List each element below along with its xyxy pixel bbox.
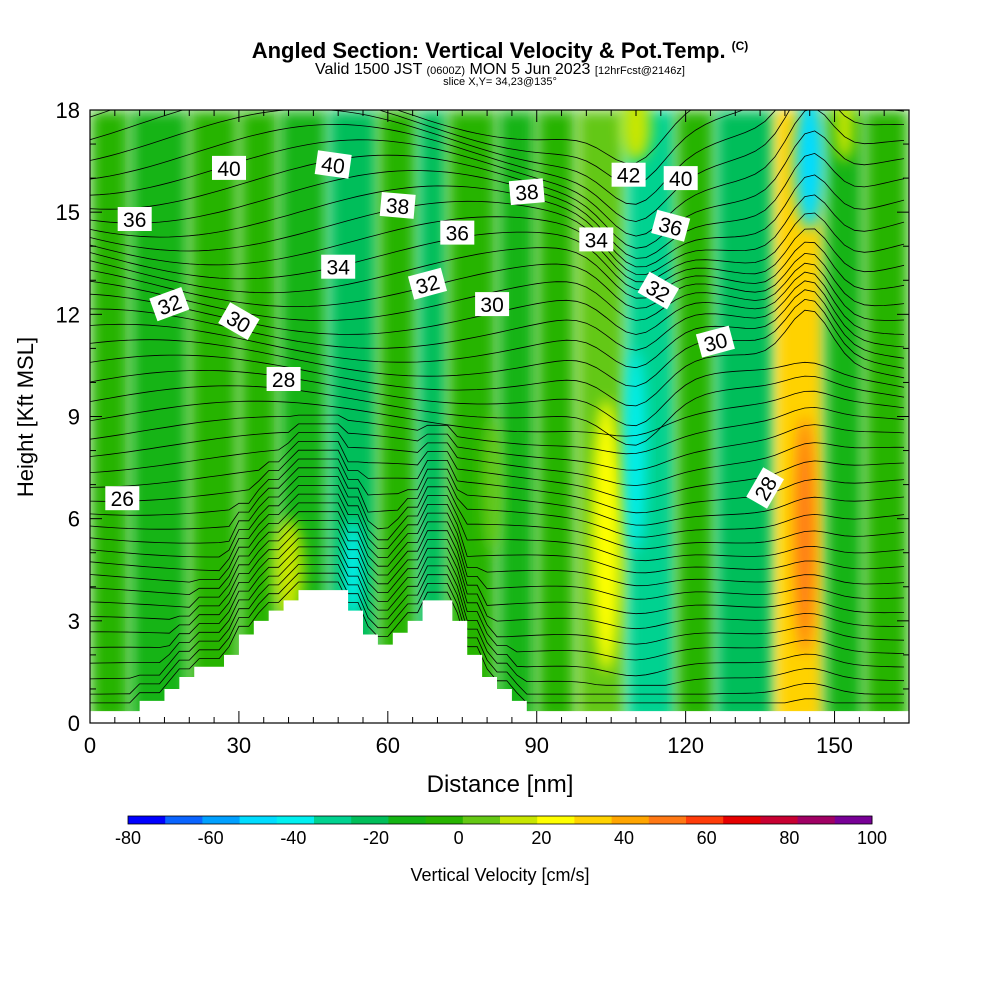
y-tick-label: 0 [68, 711, 80, 736]
velocity-feature [591, 399, 622, 672]
theta-contour-label: 42 [611, 162, 646, 188]
colorbar-swatch [351, 816, 389, 824]
velocity-feature [626, 348, 646, 553]
theta-contour-label: 36 [440, 220, 475, 246]
colorbar-swatch [276, 816, 315, 824]
colorbar-tick-label: -60 [198, 828, 224, 848]
velocity-feature [621, 110, 651, 162]
y-tick-label: 6 [68, 507, 80, 532]
theta-contour-label: 40 [212, 155, 246, 181]
colorbar-tick-label: 0 [454, 828, 464, 848]
velocity-band [129, 110, 190, 723]
theta-contour-label: 32 [407, 267, 448, 300]
theta-contour-label: 28 [266, 367, 301, 392]
svg-text:40: 40 [669, 168, 692, 191]
colorbar-swatch [760, 816, 799, 824]
theta-contour-label: 36 [117, 207, 152, 232]
velocity-band [824, 110, 865, 723]
velocity-band [189, 110, 239, 723]
colorbar-swatch [574, 816, 613, 824]
velocity-feature [273, 518, 304, 621]
colorbar-swatch [723, 816, 761, 824]
velocity-feature [834, 110, 855, 162]
colorbar-tick-label: -40 [280, 828, 306, 848]
colorbar-tick-label: 60 [697, 828, 717, 848]
colorbar-swatch [834, 816, 873, 824]
colorbar-swatch [425, 816, 464, 824]
colorbar-swatch [797, 816, 836, 824]
theta-contour-label: 38 [508, 178, 545, 206]
colorbar-swatch [128, 816, 166, 824]
y-tick-label: 15 [56, 200, 80, 225]
svg-text:40: 40 [217, 158, 240, 181]
x-tick-label: 90 [524, 733, 548, 758]
y-axis-label: Height [Kft MSL] [13, 337, 38, 497]
svg-text:40: 40 [320, 153, 346, 179]
colorbar-label: Vertical Velocity [cm/s] [410, 865, 589, 885]
velocity-feature [794, 416, 815, 655]
colorbar-swatch [611, 816, 650, 824]
colorbar-tick-label: 20 [531, 828, 551, 848]
theta-contour-label: 26 [105, 486, 140, 511]
svg-text:26: 26 [111, 488, 134, 511]
y-tick-label: 3 [68, 609, 80, 634]
colorbar-swatch [314, 816, 352, 824]
slice-info: slice X,Y= 34,23@135° [443, 76, 557, 88]
svg-text:38: 38 [385, 194, 410, 219]
chart-title: Angled Section: Vertical Velocity & Pot.… [251, 38, 749, 63]
theta-contour-label: 30 [695, 325, 735, 358]
svg-text:38: 38 [514, 181, 539, 206]
x-tick-label: 150 [816, 733, 853, 758]
colorbar-tick-label: -20 [363, 828, 389, 848]
colorbar-swatch [500, 816, 538, 824]
svg-text:34: 34 [327, 257, 351, 280]
colorbar-frame [127, 815, 873, 825]
colorbar-tick-label: 100 [857, 828, 887, 848]
theta-contour-label: 32 [149, 287, 190, 322]
colorbar-swatch [388, 816, 427, 824]
chart-subtitle: Valid 1500 JST (0600Z) MON 5 Jun 2023 [1… [315, 61, 685, 78]
theta-contour-label: 34 [579, 227, 614, 252]
colorbar-tick-label: -80 [115, 828, 141, 848]
svg-text:34: 34 [585, 229, 609, 252]
colorbar-swatch [648, 816, 687, 824]
colorbar-tick-label: 80 [779, 828, 799, 848]
x-tick-label: 30 [227, 733, 251, 758]
velocity-band [715, 110, 775, 723]
y-tick-label: 12 [56, 302, 80, 327]
velocity-band [675, 110, 716, 723]
theta-contour-label: 40 [663, 166, 698, 191]
theta-contour-label: 30 [475, 292, 510, 317]
colorbar-swatch [686, 816, 724, 824]
colorbar-swatch [165, 816, 203, 824]
theta-contour-label: 38 [379, 191, 416, 219]
y-tick-label: 18 [56, 98, 80, 123]
x-tick-label: 120 [667, 733, 704, 758]
x-tick-label: 60 [376, 733, 400, 758]
colorbar-swatch [537, 816, 575, 824]
svg-text:36: 36 [446, 223, 469, 246]
colorbar-swatch [239, 816, 278, 824]
theta-contour-label: 34 [321, 254, 356, 280]
terrain [90, 590, 909, 723]
theta-contour-label: 40 [314, 150, 352, 179]
colorbar-swatch [462, 816, 501, 824]
x-tick-label: 0 [84, 733, 96, 758]
y-tick-label: 9 [68, 405, 80, 430]
colorbar-tick-label: 40 [614, 828, 634, 848]
svg-text:30: 30 [480, 294, 503, 317]
colorbar-swatch [202, 816, 241, 824]
x-axis-label: Distance [nm] [427, 771, 574, 798]
svg-text:42: 42 [617, 165, 640, 188]
svg-text:28: 28 [272, 369, 295, 392]
svg-text:36: 36 [123, 209, 146, 232]
